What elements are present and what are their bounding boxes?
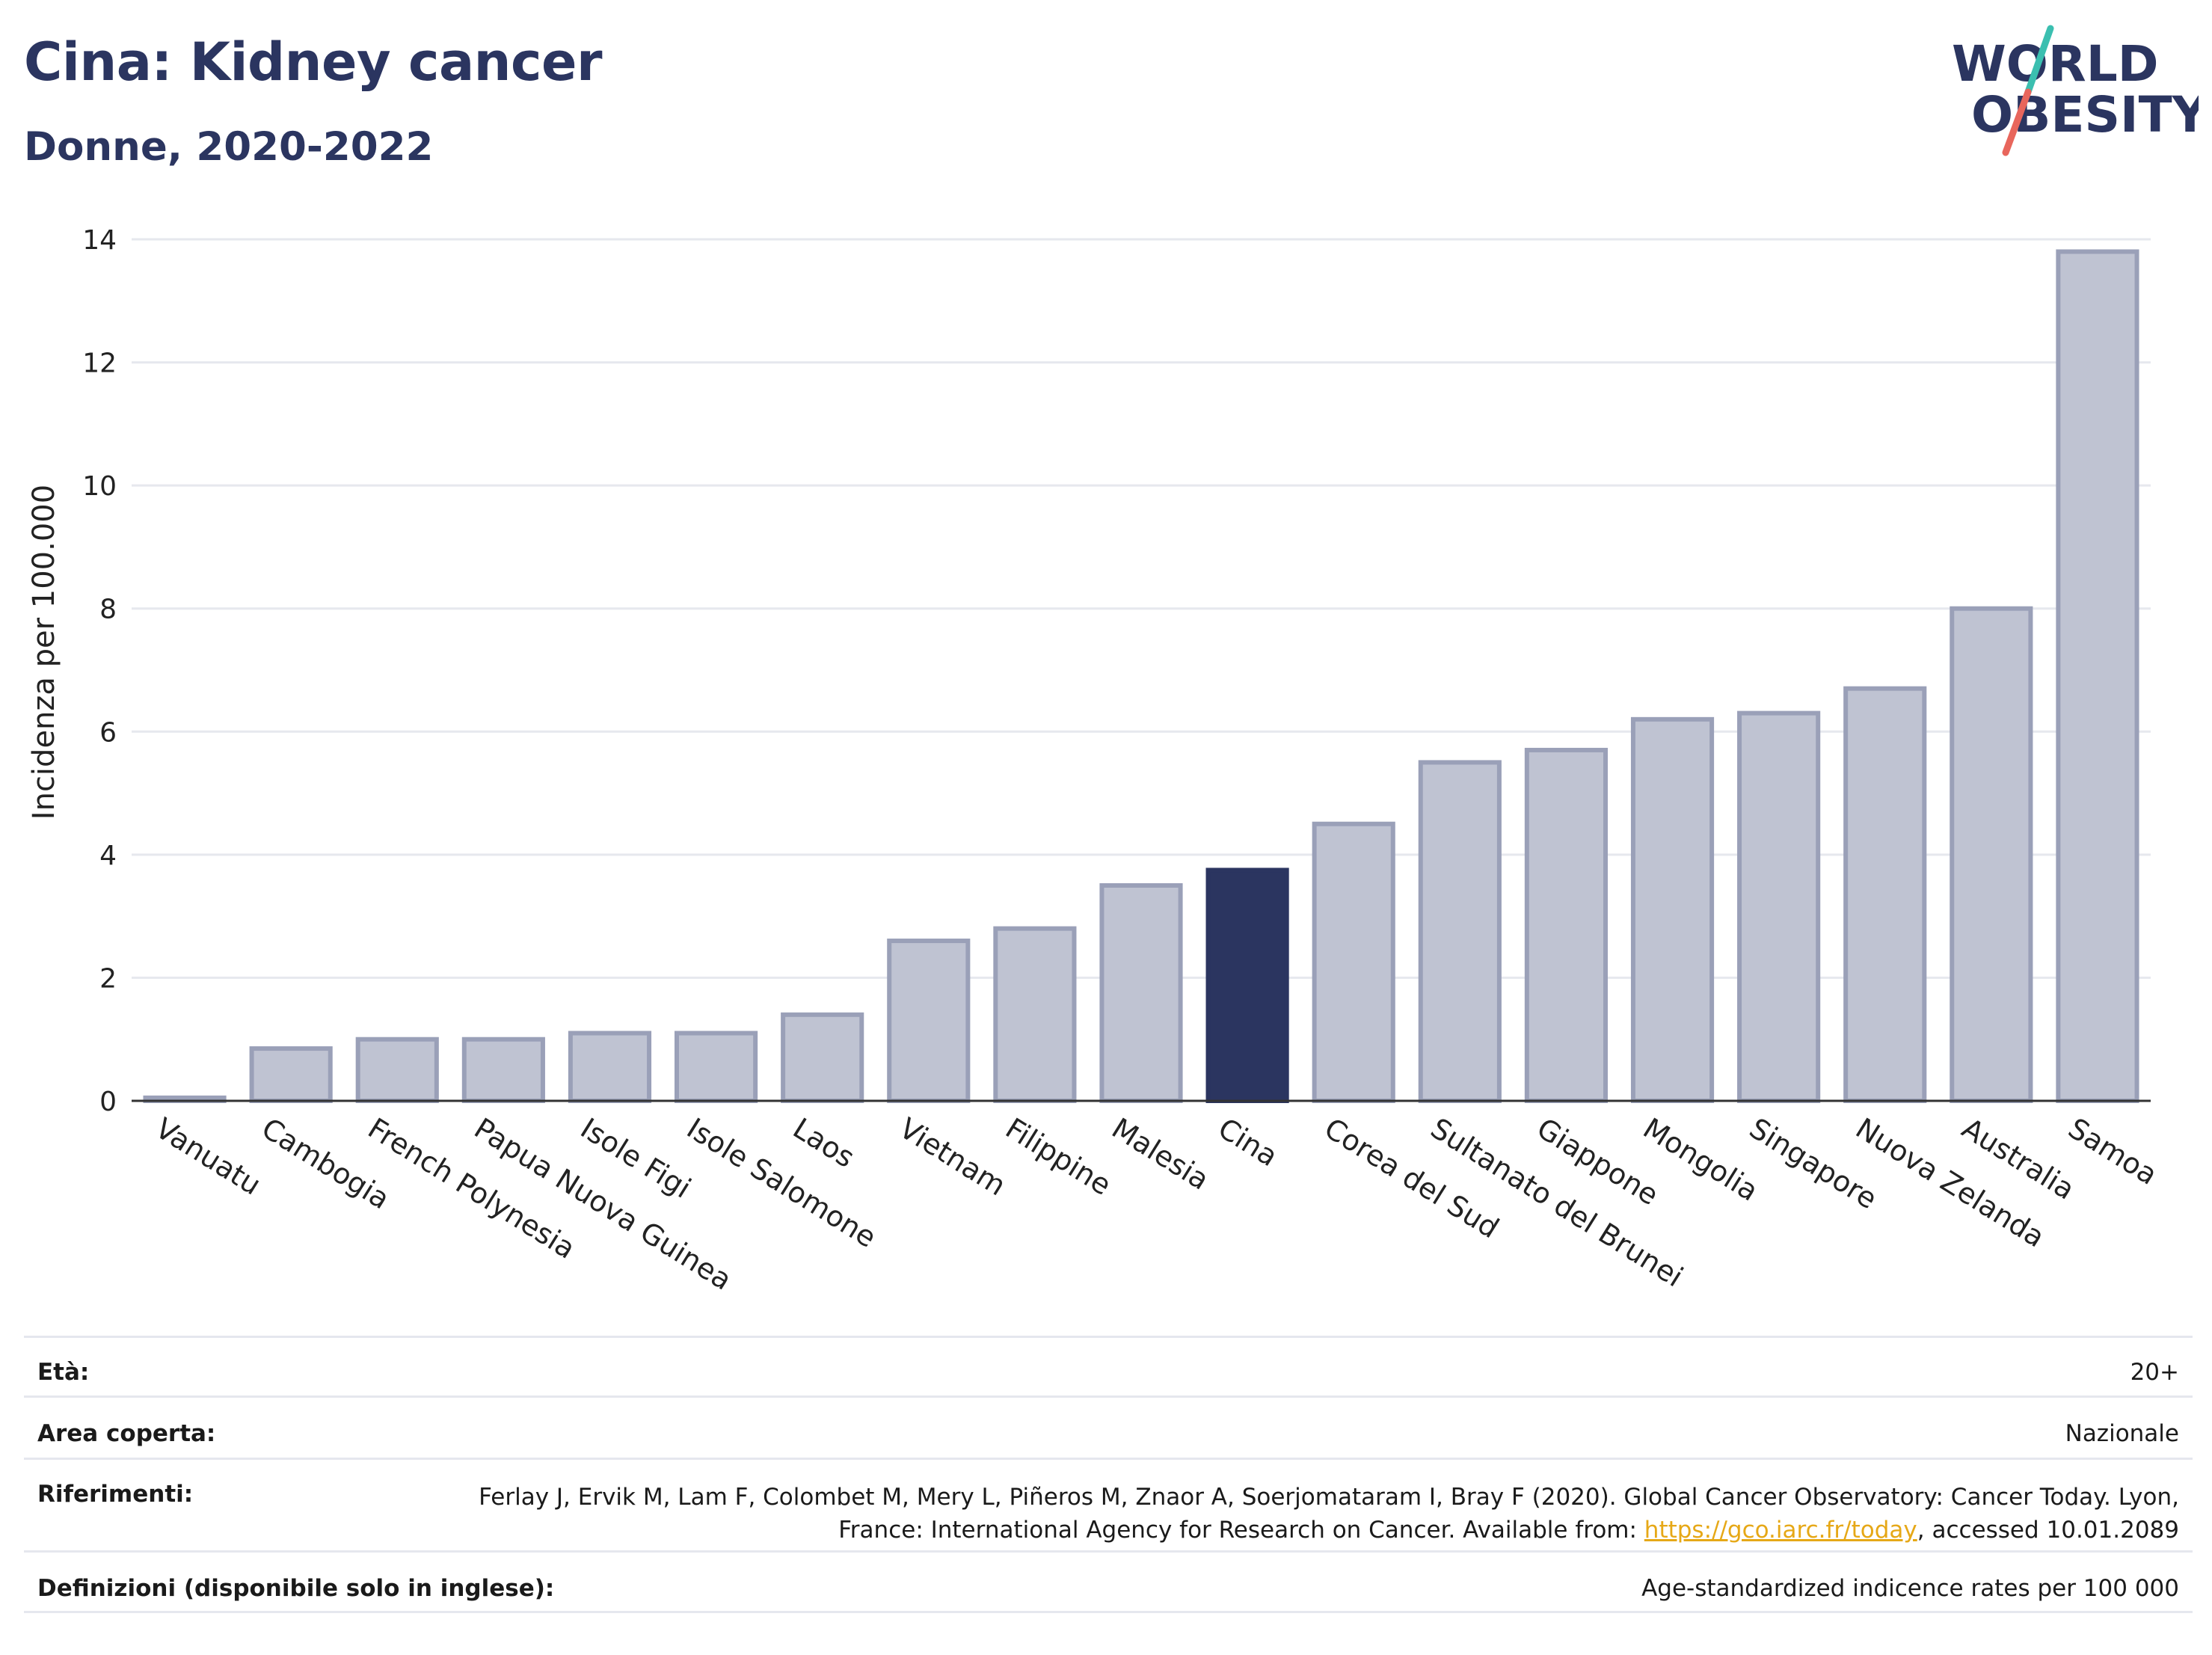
x-tick-label: Vietnam [894, 1111, 1012, 1202]
info-table: Età: 20+ Area coperta: Nazionale Riferim… [24, 1336, 2193, 1613]
logo-slash-top [2024, 25, 2054, 96]
chart-title: Cina: Kidney cancer [24, 31, 603, 93]
logo-slash-bottom [2002, 88, 2032, 156]
references-link[interactable]: https://gco.iarc.fr/today [1644, 1517, 1917, 1544]
bar-australia[interactable] [1950, 606, 2033, 1103]
y-tick-label: 8 [99, 595, 117, 625]
bar-malesia[interactable] [1099, 883, 1183, 1103]
age-label: Età: [37, 1359, 90, 1386]
x-tick-label: Corea del Sud [1318, 1111, 1505, 1244]
references-value: Ferlay J, Ervik M, Lam F, Colombet M, Me… [459, 1481, 2179, 1547]
references-label: Riferimenti: [37, 1481, 194, 1508]
bar-vietnam[interactable] [887, 939, 971, 1103]
info-row-area: Area coperta: Nazionale [24, 1395, 2193, 1458]
area-value: Nazionale [2065, 1420, 2179, 1447]
y-tick-label: 14 [82, 225, 117, 256]
definitions-label: Definizioni (disponibile solo in inglese… [37, 1575, 555, 1602]
x-tick-label: Vanuatu [150, 1111, 266, 1201]
y-axis-label: Incidenza per 100.000 [27, 485, 61, 820]
bar-corea-del-sud[interactable] [1312, 821, 1395, 1103]
x-tick-label: Nuova Zelanda [1850, 1111, 2050, 1253]
bar-sultanato-del-brunei[interactable] [1418, 760, 1502, 1104]
chart-subtitle: Donne, 2020-2022 [24, 124, 434, 170]
x-tick-label: Malesia [1106, 1111, 1214, 1196]
world-obesity-logo: WORLD OBESITY [1952, 25, 2199, 156]
references-text: Ferlay J, Ervik M, Lam F, Colombet M, Me… [479, 1484, 2179, 1544]
bar-cambogia[interactable] [249, 1046, 333, 1103]
bar-giappone[interactable] [1524, 747, 1609, 1103]
x-tick-label: Laos [787, 1111, 861, 1174]
y-tick-label: 10 [82, 471, 117, 502]
bar-isole-figi[interactable] [568, 1031, 652, 1103]
definitions-value: Age-standardized indicence rates per 100… [1641, 1575, 2179, 1602]
bar-samoa[interactable] [2056, 249, 2139, 1103]
logo-line1: WORLD [1952, 35, 2159, 93]
info-row-references: Riferimenti: Ferlay J, Ervik M, Lam F, C… [24, 1458, 2193, 1550]
bars [143, 249, 2139, 1104]
bar-nuova-zelanda[interactable] [1843, 686, 1927, 1103]
bar-singapore[interactable] [1737, 710, 1821, 1103]
bar-isole-salomone[interactable] [675, 1031, 758, 1103]
x-tick-label: Filippine [1000, 1111, 1116, 1202]
bar-laos[interactable] [781, 1012, 864, 1104]
x-tick-label: Isole Salomone [681, 1111, 882, 1254]
y-tick-labels: 0 2 4 6 8 10 12 14 [82, 225, 117, 1117]
age-value: 20+ [2130, 1359, 2179, 1386]
y-tick-label: 0 [99, 1087, 117, 1117]
y-tick-label: 12 [82, 348, 117, 379]
bar-filippine[interactable] [993, 926, 1077, 1103]
info-row-definitions: Definizioni (disponibile solo in inglese… [24, 1550, 2193, 1613]
bar-papua-nuova-guinea[interactable] [461, 1037, 545, 1103]
y-tick-label: 4 [99, 841, 117, 871]
bar-french-polynesia[interactable] [355, 1037, 439, 1103]
x-tick-label: Cina [1212, 1111, 1283, 1173]
info-row-age: Età: 20+ [24, 1336, 2193, 1395]
bar-mongolia[interactable] [1630, 716, 1715, 1103]
y-tick-label: 2 [99, 963, 117, 994]
references-accessed: , accessed 10.01.2089 [1917, 1517, 2179, 1544]
bar-cina[interactable] [1205, 868, 1289, 1104]
y-tick-label: 6 [99, 717, 117, 748]
area-label: Area coperta: [37, 1420, 216, 1447]
